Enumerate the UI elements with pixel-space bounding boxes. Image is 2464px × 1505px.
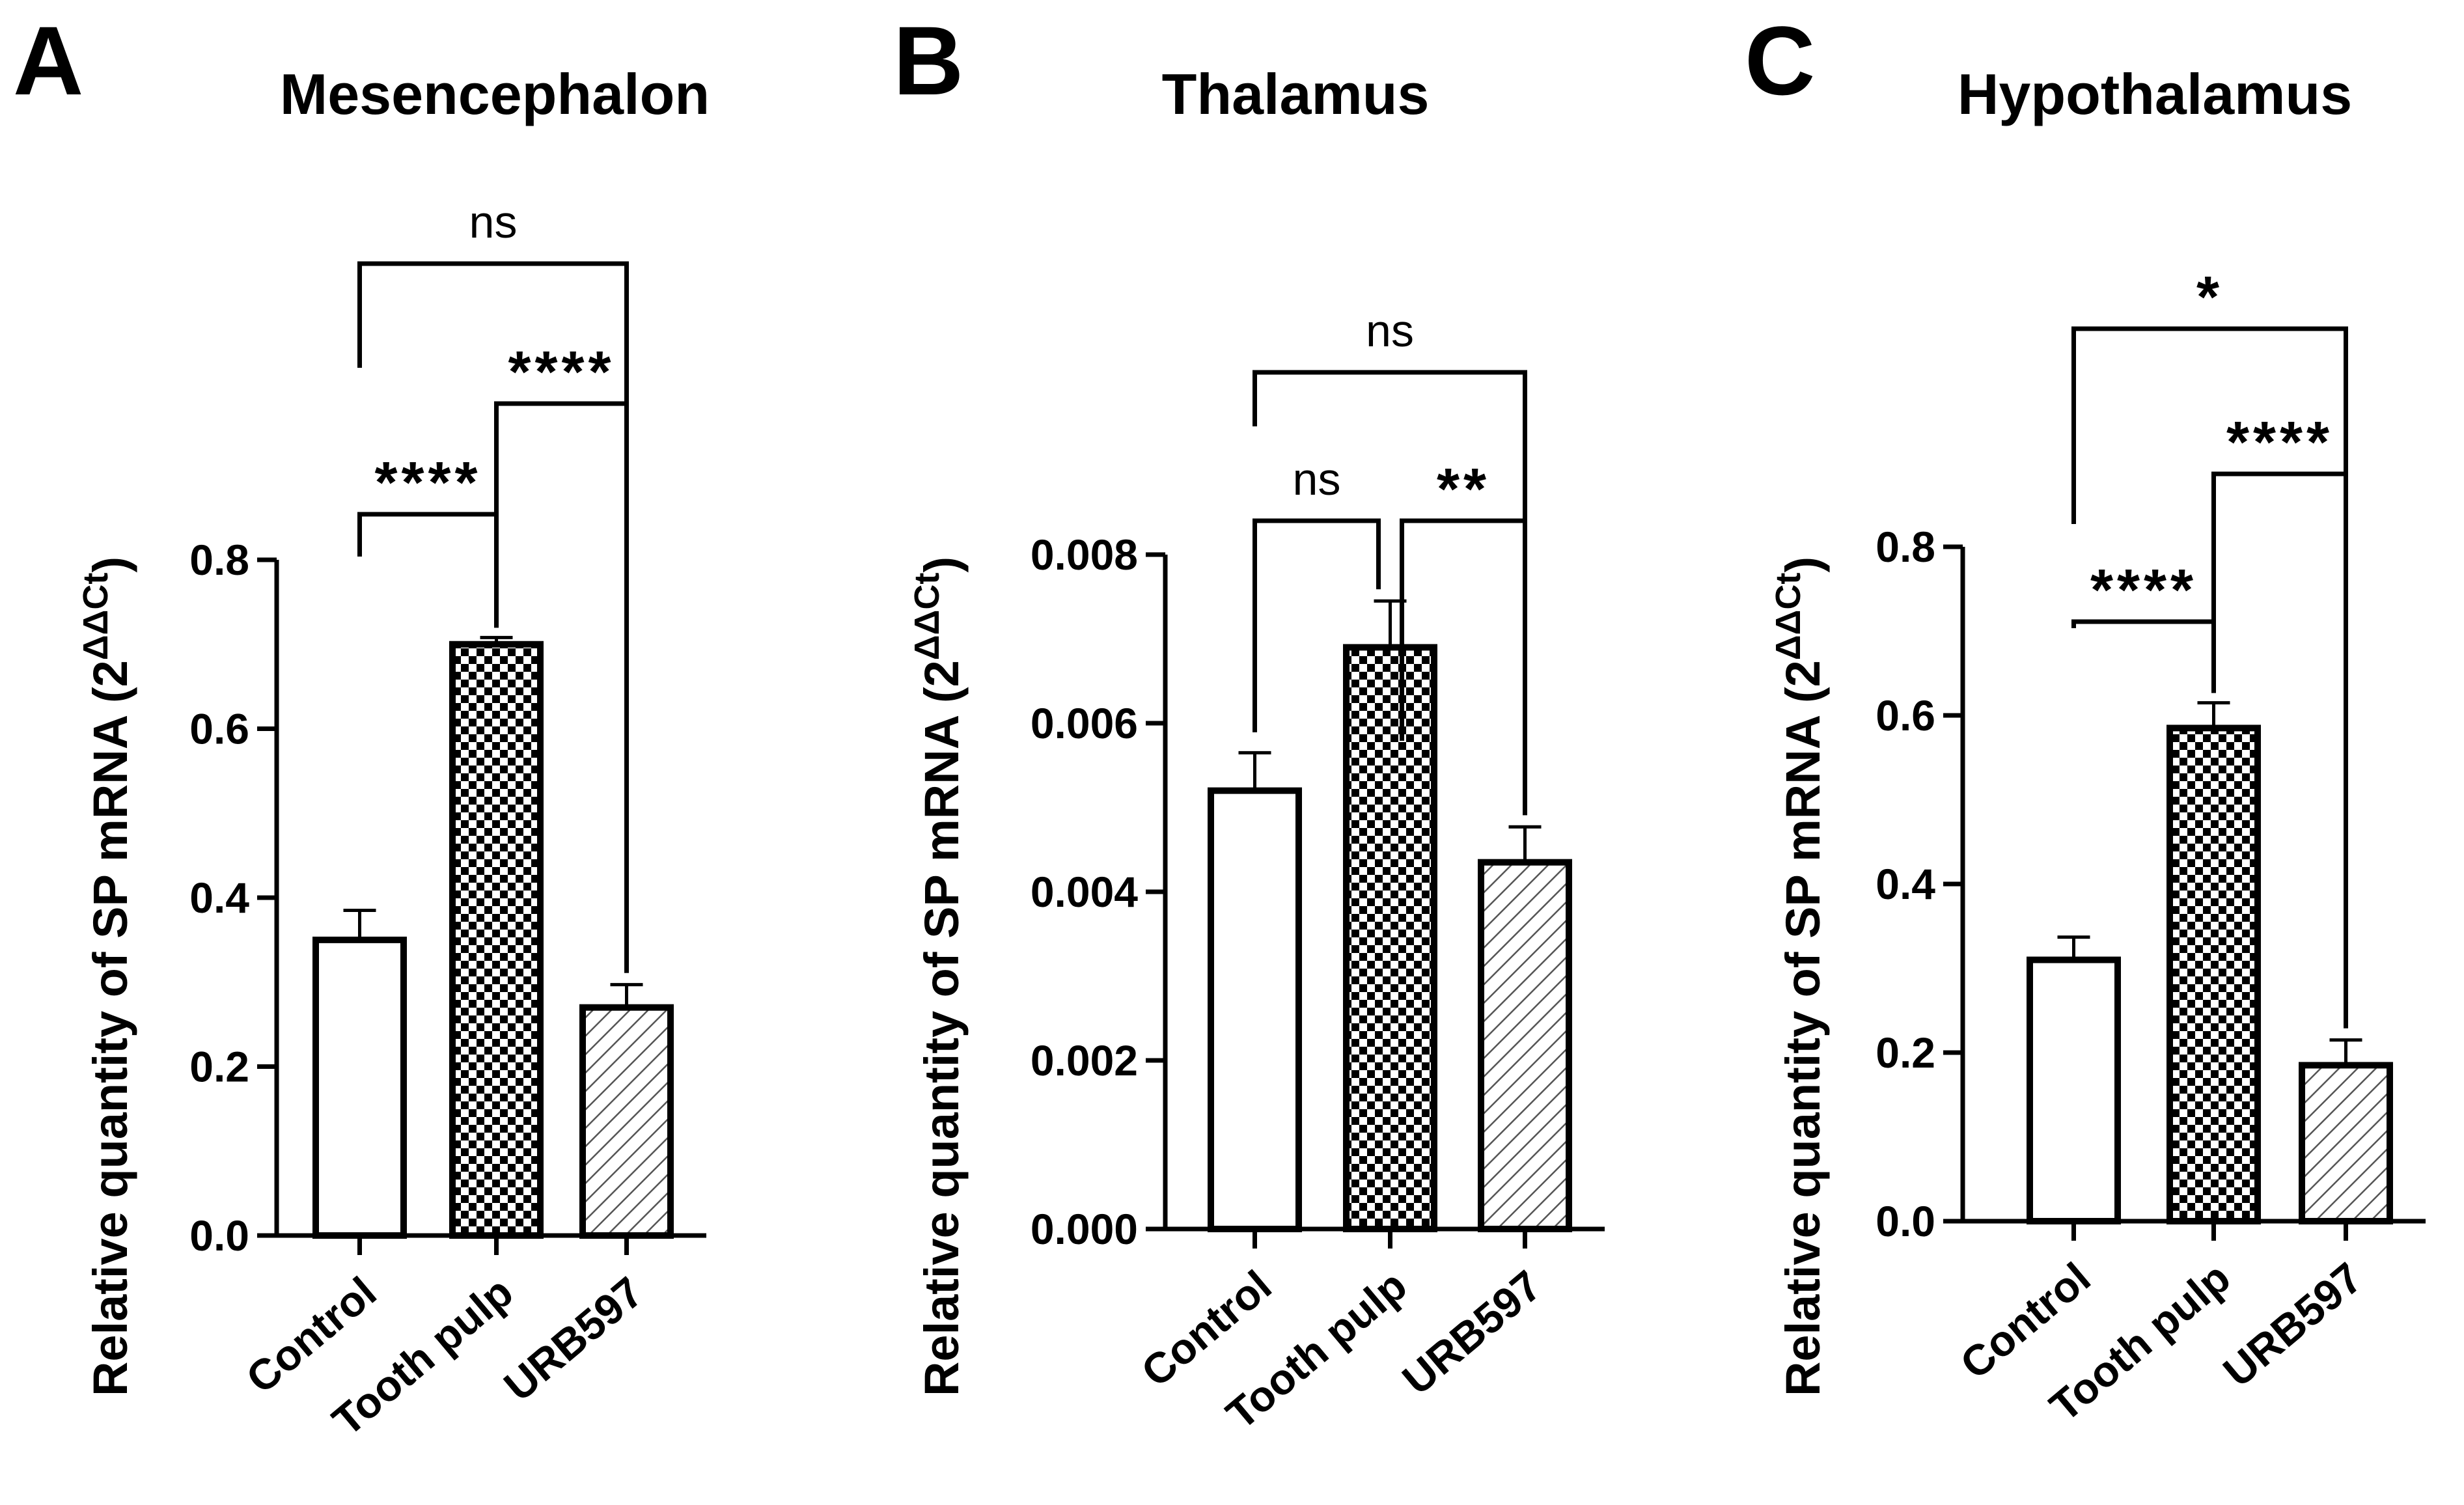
y-tick-label: 0.000 bbox=[1031, 1205, 1138, 1253]
significance-bracket bbox=[1253, 370, 1527, 816]
bar-control bbox=[2027, 956, 2121, 1225]
y-tick-label: 0.4 bbox=[1876, 860, 1935, 908]
significance-label: **** bbox=[508, 340, 615, 405]
significance-label: ns bbox=[1366, 305, 1414, 356]
y-tick-label: 0.4 bbox=[189, 874, 249, 922]
y-tick-label: 0.008 bbox=[1031, 531, 1138, 579]
y-tick-label: 0.6 bbox=[189, 705, 249, 753]
significance-label: **** bbox=[2226, 410, 2333, 475]
y-tick-label: 0.8 bbox=[1876, 523, 1935, 571]
bar-control bbox=[1208, 787, 1302, 1232]
y-axis-label-close: ) bbox=[915, 557, 969, 573]
panel-b: B Thalamus Relative quantity of SP mRNA (2… bbox=[893, 6, 1605, 1439]
x-category-label: URB597 bbox=[495, 1267, 652, 1410]
panel-a: A Mesencephalon Relative quantity of SP mR… bbox=[13, 6, 710, 1445]
significance-bracket bbox=[357, 512, 499, 626]
significance-label: **** bbox=[2090, 558, 2197, 623]
chart-title: Hypothalamus bbox=[1958, 62, 2352, 126]
bar-control bbox=[312, 936, 407, 1239]
y-axis-label-main: Relative quantity of SP mRNA (2 bbox=[83, 660, 137, 1396]
y-axis-label-close: ) bbox=[1776, 557, 1830, 573]
y-axis-label: Relative quantity of SP mRNA (2ΔΔCt) bbox=[907, 557, 969, 1396]
panel-c: C Hypothalamus Relative quantity of SP mRN… bbox=[1745, 6, 2426, 1431]
y-axis-label: Relative quantity of SP mRNA (2ΔΔCt) bbox=[1769, 557, 1830, 1396]
bar-tooth-pulp bbox=[2166, 725, 2261, 1225]
significance-label: ns bbox=[469, 197, 518, 247]
significance-label: * bbox=[2196, 265, 2223, 330]
significance-bracket bbox=[357, 261, 629, 973]
significance-bracket bbox=[1253, 518, 1381, 732]
significance-label: ** bbox=[1437, 457, 1490, 522]
y-tick-label: 0.2 bbox=[1876, 1029, 1935, 1077]
y-tick-label: 0.002 bbox=[1031, 1036, 1138, 1084]
significance-bracket bbox=[2071, 326, 2348, 1029]
panel-letter: C bbox=[1745, 6, 1815, 115]
y-axis-label: Relative quantity of SP mRNA (2ΔΔCt) bbox=[76, 557, 137, 1396]
y-axis-label-main: Relative quantity of SP mRNA (2 bbox=[1776, 660, 1830, 1396]
y-tick-label: 0.004 bbox=[1031, 868, 1138, 916]
significance-label: **** bbox=[374, 450, 481, 516]
significance-label: ns bbox=[1293, 454, 1341, 504]
bar-urb597 bbox=[1478, 859, 1572, 1233]
panel-letter: A bbox=[13, 6, 83, 115]
y-tick-label: 0.006 bbox=[1031, 699, 1138, 747]
chart-title: Mesencephalon bbox=[280, 62, 710, 126]
y-axis-label-superscript: ΔΔCt bbox=[907, 573, 947, 661]
bar-tooth-pulp bbox=[1343, 644, 1437, 1232]
bar-urb597 bbox=[2299, 1062, 2393, 1225]
x-category-label: URB597 bbox=[1393, 1261, 1550, 1403]
y-axis-label-superscript: ΔΔCt bbox=[76, 573, 115, 661]
y-tick-label: 0.0 bbox=[1876, 1197, 1935, 1245]
y-tick-label: 0.2 bbox=[189, 1043, 249, 1091]
bar-tooth-pulp bbox=[449, 641, 544, 1239]
y-tick-label: 0.8 bbox=[189, 536, 249, 584]
panel-letter: B bbox=[893, 6, 963, 115]
y-axis-label-superscript: ΔΔCt bbox=[1769, 573, 1808, 661]
significance-bracket bbox=[2071, 619, 2216, 691]
y-axis-label-close: ) bbox=[83, 557, 137, 573]
y-tick-label: 0.6 bbox=[1876, 691, 1935, 739]
chart-title: Thalamus bbox=[1162, 62, 1430, 126]
y-tick-label: 0.0 bbox=[189, 1211, 249, 1260]
y-axis-label-main: Relative quantity of SP mRNA (2 bbox=[915, 660, 969, 1396]
bar-urb597 bbox=[579, 1004, 674, 1239]
x-category-label: URB597 bbox=[2214, 1253, 2371, 1396]
